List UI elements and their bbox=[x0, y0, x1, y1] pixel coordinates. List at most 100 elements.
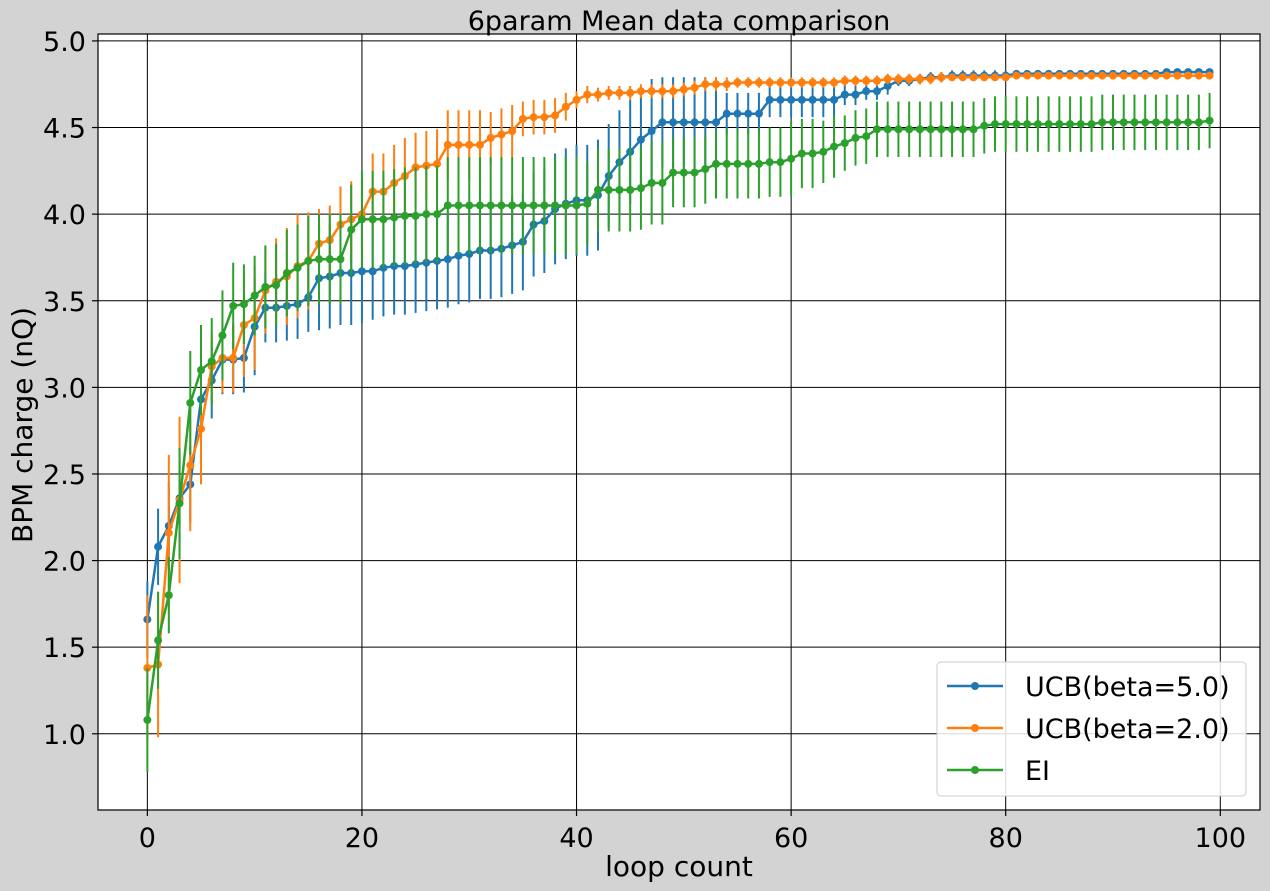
data-point bbox=[604, 88, 613, 97]
series-line bbox=[146, 119, 1210, 721]
data-point bbox=[615, 88, 624, 97]
y-tick-label: 2.0 bbox=[43, 547, 86, 578]
data-point bbox=[883, 81, 892, 90]
data-point bbox=[379, 215, 388, 224]
data-point bbox=[1130, 71, 1139, 80]
data-point bbox=[443, 140, 452, 149]
data-point bbox=[497, 130, 506, 139]
data-point bbox=[443, 201, 452, 210]
data-point bbox=[1109, 118, 1118, 127]
data-point bbox=[787, 154, 796, 163]
data-point bbox=[744, 109, 753, 118]
legend-label: EI bbox=[1025, 756, 1050, 787]
data-point bbox=[615, 185, 624, 194]
data-point bbox=[561, 102, 570, 111]
data-point bbox=[990, 73, 999, 82]
data-point bbox=[1044, 71, 1053, 80]
data-point bbox=[1001, 120, 1010, 129]
data-point bbox=[701, 118, 710, 127]
data-point bbox=[304, 256, 313, 265]
data-point bbox=[583, 90, 592, 99]
data-point bbox=[1151, 118, 1160, 127]
data-point bbox=[797, 95, 806, 104]
data-point bbox=[765, 95, 774, 104]
data-point bbox=[872, 76, 881, 85]
data-point bbox=[701, 165, 710, 174]
data-point bbox=[980, 73, 989, 82]
data-point bbox=[658, 178, 667, 187]
data-point bbox=[840, 139, 849, 148]
data-point bbox=[733, 78, 742, 87]
data-point bbox=[465, 201, 474, 210]
data-point bbox=[518, 201, 527, 210]
data-point bbox=[175, 499, 184, 508]
x-tick-label: 80 bbox=[989, 823, 1023, 854]
data-point bbox=[454, 251, 463, 260]
data-point bbox=[808, 149, 817, 158]
x-tick-label: 20 bbox=[345, 823, 379, 854]
data-point bbox=[808, 95, 817, 104]
data-point bbox=[797, 149, 806, 158]
data-point bbox=[551, 111, 560, 120]
series-line bbox=[147, 74, 1210, 670]
data-point bbox=[712, 118, 721, 127]
chart-title: 6param Mean data comparison bbox=[468, 6, 891, 37]
data-point bbox=[1098, 118, 1107, 127]
data-point bbox=[744, 159, 753, 168]
data-point bbox=[540, 113, 549, 122]
data-point bbox=[776, 158, 785, 167]
data-point bbox=[819, 95, 828, 104]
data-point bbox=[293, 263, 302, 272]
data-point bbox=[1162, 118, 1171, 127]
data-point bbox=[1012, 71, 1021, 80]
y-tick-label: 3.5 bbox=[43, 287, 86, 318]
data-point bbox=[1055, 120, 1064, 129]
data-point bbox=[754, 159, 763, 168]
data-point bbox=[229, 301, 238, 310]
data-point bbox=[905, 75, 914, 84]
data-point bbox=[1023, 71, 1032, 80]
data-point bbox=[357, 215, 366, 224]
data-point bbox=[1001, 73, 1010, 82]
data-point bbox=[229, 353, 238, 362]
data-point bbox=[1044, 120, 1053, 129]
data-point bbox=[980, 121, 989, 130]
data-point bbox=[712, 80, 721, 89]
data-point bbox=[669, 118, 678, 127]
data-point bbox=[561, 201, 570, 210]
data-point bbox=[475, 201, 484, 210]
data-point bbox=[636, 87, 645, 96]
data-point bbox=[1076, 71, 1085, 80]
data-point bbox=[282, 269, 291, 278]
data-point bbox=[593, 185, 602, 194]
data-point bbox=[787, 78, 796, 87]
data-point bbox=[454, 140, 463, 149]
data-point bbox=[744, 78, 753, 87]
data-point bbox=[765, 78, 774, 87]
data-point bbox=[315, 255, 324, 264]
data-point bbox=[776, 95, 785, 104]
data-point bbox=[862, 132, 871, 141]
data-point bbox=[679, 168, 688, 177]
data-point bbox=[1205, 71, 1214, 80]
data-point bbox=[433, 159, 442, 168]
axis-ticks: 0 20 40 60 80 100 1.0 1.5 2.0 2.5 3.0 3.5 4.0 4.5 5.0 bbox=[43, 27, 1246, 854]
data-point bbox=[958, 125, 967, 134]
data-point bbox=[422, 210, 431, 219]
data-point bbox=[197, 424, 206, 433]
data-point bbox=[915, 125, 924, 134]
data-point bbox=[926, 75, 935, 84]
data-point bbox=[197, 366, 206, 375]
data-point bbox=[990, 120, 999, 129]
data-point bbox=[529, 201, 538, 210]
data-point bbox=[819, 78, 828, 87]
data-point bbox=[1173, 118, 1182, 127]
data-point bbox=[883, 125, 892, 134]
data-point bbox=[862, 76, 871, 85]
legend-label: UCB(beta=5.0) bbox=[1025, 672, 1230, 703]
data-point bbox=[272, 281, 281, 290]
data-point bbox=[840, 76, 849, 85]
legend-box bbox=[936, 661, 1247, 797]
series-line bbox=[146, 70, 1210, 620]
